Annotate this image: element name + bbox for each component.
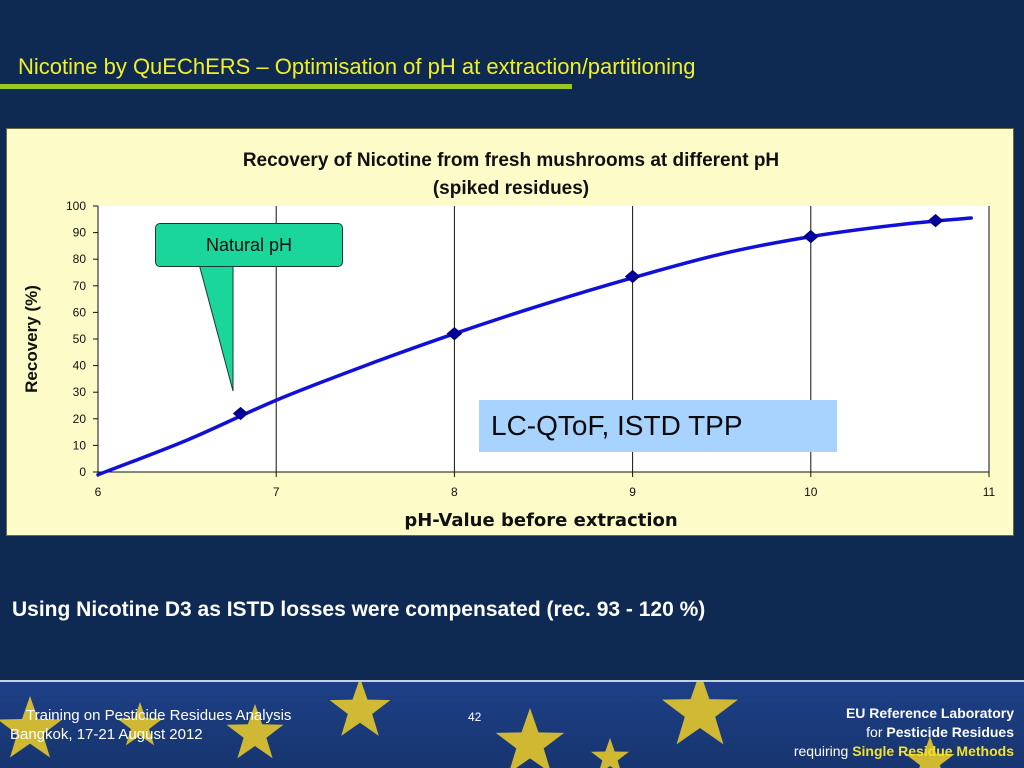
x-tick-label: 10: [804, 485, 818, 499]
data-point: [624, 269, 641, 284]
slide-title: Nicotine by QuEChERS – Optimisation of p…: [18, 54, 696, 79]
x-tick-label: 8: [451, 485, 458, 499]
data-point: [446, 327, 463, 341]
y-tick-label: 70: [73, 279, 87, 293]
star-icon: [591, 738, 629, 768]
page-number: 42: [468, 710, 482, 724]
y-tick-label: 80: [73, 252, 87, 266]
star-icon: [905, 736, 955, 768]
eurl-line-1: EU Reference Laboratory: [845, 705, 1014, 721]
x-tick-label: 9: [629, 485, 636, 499]
eurl-line-2: for Pesticide Residues: [794, 723, 1014, 742]
eurl-line-2-prefix: for: [866, 724, 883, 740]
conclusion-text: Using Nicotine D3 as ISTD losses were co…: [12, 598, 706, 621]
y-tick-label: 10: [73, 438, 87, 452]
recovery-chart: 6 7 8 9 10 11 0 10 20 30 40 50 60 70 80 90 100 Recovery …: [22, 150, 996, 531]
trendline: [96, 216, 973, 477]
method-label: LC-QToF, ISTD TPP: [479, 400, 837, 452]
star-icon: [0, 696, 63, 758]
y-tick-label: 50: [73, 332, 87, 346]
x-axis-label: pH-Value before extraction: [404, 510, 677, 531]
training-location: Bangkok, 17-21 August 2012: [10, 726, 203, 743]
eu-stars-decoration: [0, 682, 955, 768]
y-tick-label: 0: [79, 465, 86, 479]
star-icon: [329, 682, 391, 736]
star-icon: [117, 702, 163, 746]
y-tick-label: 60: [73, 305, 87, 319]
star-icon: [226, 704, 284, 759]
data-point: [927, 213, 944, 228]
footer-divider: [0, 680, 1024, 682]
y-tick-label: 30: [73, 385, 87, 399]
y-tick-label: 90: [73, 226, 87, 240]
y-tick-label: 20: [73, 412, 87, 426]
x-tick-label: 6: [95, 485, 102, 499]
footer-bar: Training on Pesticide Residues Analysis …: [0, 682, 1024, 768]
y-axis-label: Recovery (%): [22, 285, 41, 393]
chart-title-line1: Recovery of Nicotine from fresh mushroom…: [243, 150, 779, 171]
x-tick-label: 7: [273, 485, 280, 499]
star-icon: [495, 708, 565, 768]
training-title: Training on Pesticide Residues Analysis: [26, 707, 292, 724]
chart-title-line2: (spiked residues): [433, 178, 589, 199]
natural-ph-callout: Natural pH: [155, 223, 343, 267]
chart-panel: 6 7 8 9 10 11 0 10 20 30 40 50 60 70 80 90 100 Recovery …: [6, 128, 1014, 536]
eurl-line-3-prefix: requiring: [793, 743, 849, 759]
eurl-logo-text: EU Reference Laboratory for Pesticide Re…: [794, 704, 1014, 761]
y-tick-label: 40: [73, 359, 87, 373]
eurl-line-3-rest: Single Residue Methods: [852, 743, 1014, 759]
star-icon: [662, 682, 738, 745]
data-point: [232, 406, 249, 421]
eurl-line-3: requiring Single Residue Methods: [794, 742, 1014, 761]
x-tick-label: 11: [983, 485, 996, 499]
eurl-line-2-rest: Pesticide Residues: [886, 724, 1014, 740]
title-underline: [0, 84, 572, 89]
y-tick-label: 100: [66, 199, 86, 213]
data-point: [803, 229, 819, 244]
